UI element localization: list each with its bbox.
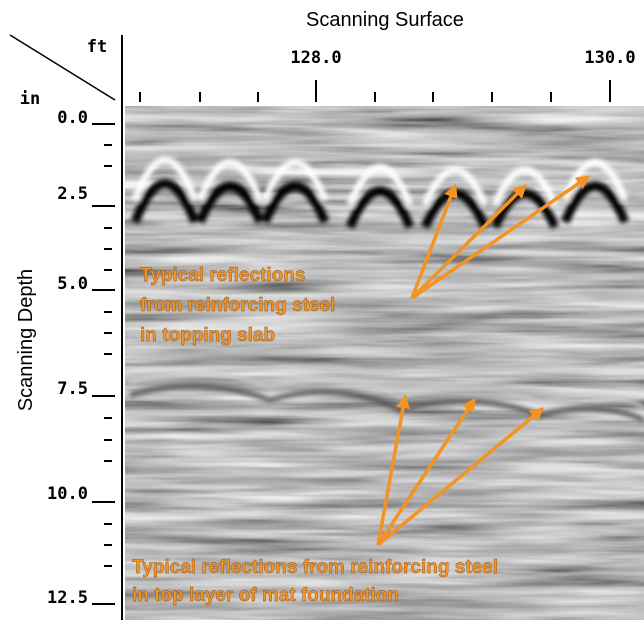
y-tick-label: 7.5 <box>57 379 88 399</box>
y-ruler <box>92 123 115 605</box>
x-ruler <box>139 80 611 102</box>
y-unit: in <box>20 89 40 109</box>
y-tick-label: 0.0 <box>57 108 88 128</box>
annotation-arrows <box>376 175 591 547</box>
annotation-text: in top layer of mat foundation <box>132 585 399 606</box>
y-tick-label: 5.0 <box>57 274 88 294</box>
y-tick-label: 12.5 <box>47 588 88 608</box>
corner-divider <box>9 34 116 101</box>
scan-image <box>125 106 644 620</box>
annotation-text: Typical reflections <box>140 265 305 286</box>
annotation-text: Typical reflections from reinforcing ste… <box>132 557 498 578</box>
y-tick-label: 2.5 <box>57 184 88 204</box>
annotation-text: from reinforcing steel <box>140 295 335 316</box>
x-tick-label: 130.0 <box>584 48 635 68</box>
y-tick-label: 10.0 <box>47 484 88 504</box>
x-tick-label: 128.0 <box>290 48 341 68</box>
y-axis-label: Scanning Depth <box>15 269 37 411</box>
x-unit: ft <box>87 37 107 57</box>
title: Scanning Surface <box>306 9 464 31</box>
annotation-text: in topping slab <box>140 325 275 346</box>
